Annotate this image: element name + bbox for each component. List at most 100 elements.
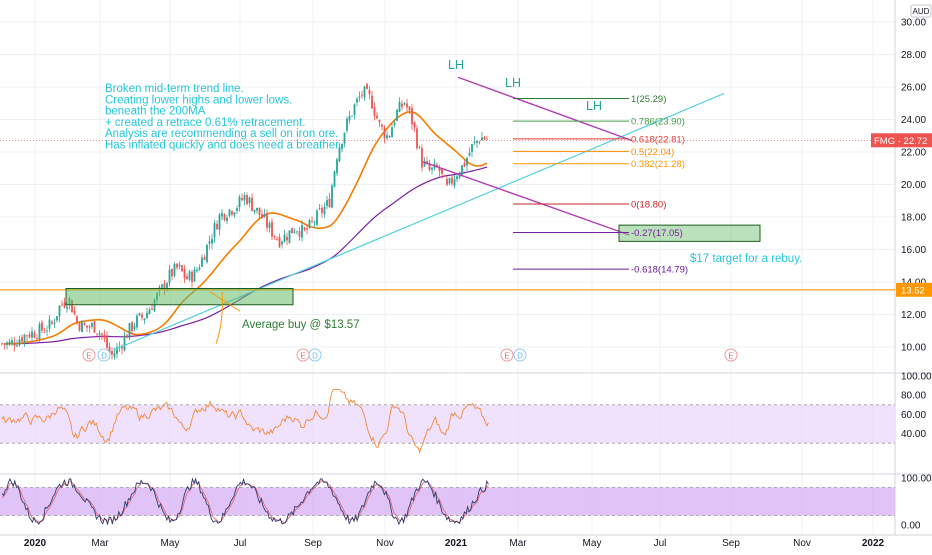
- candle-body: [418, 147, 421, 148]
- candle-body: [218, 214, 221, 231]
- stoch-band: [0, 487, 895, 516]
- fib-level-label: 0.382(21.28): [631, 159, 685, 170]
- time-axis-tick: Nov: [376, 538, 394, 549]
- candle-body: [423, 161, 426, 167]
- dividend-event-icon[interactable]: [513, 348, 527, 362]
- candle-body: [451, 177, 453, 184]
- candle-body: [248, 197, 251, 204]
- candle-body: [356, 98, 358, 103]
- candle-body: [238, 196, 241, 208]
- candle-body: [73, 310, 76, 315]
- candle-body: [16, 345, 18, 347]
- candle-body: [388, 136, 391, 138]
- candle-body: [91, 323, 93, 327]
- candle-body: [266, 214, 268, 228]
- candle-body: [413, 122, 416, 128]
- candle-body: [468, 152, 471, 156]
- support-tag-text: 13.52: [901, 285, 925, 296]
- channel-lower-line[interactable]: [422, 161, 630, 236]
- candle-body: [126, 335, 128, 338]
- candle-body: [98, 333, 101, 335]
- candle-body: [136, 315, 138, 328]
- candle-body: [401, 103, 403, 107]
- candle-body: [38, 324, 41, 340]
- candle-body: [6, 342, 8, 346]
- channel-upper-line[interactable]: [457, 76, 633, 142]
- candle-body: [228, 209, 231, 216]
- earnings-event-icon[interactable]: [724, 348, 738, 362]
- candle-body: [121, 347, 123, 349]
- analysis-note-line: beneath the 200MA: [105, 106, 206, 118]
- candle-body: [33, 332, 36, 338]
- price-axis-tick: 16.00: [901, 245, 926, 256]
- candle-body: [336, 159, 338, 174]
- candle-body: [353, 104, 356, 116]
- candle-body: [13, 342, 16, 346]
- stoch-axis-tick: 0.00: [901, 521, 921, 532]
- event-marker-label: E: [728, 352, 733, 361]
- candle-body: [351, 115, 353, 117]
- candle-body: [183, 269, 186, 278]
- candle-body: [168, 269, 171, 283]
- candle-body: [446, 178, 448, 185]
- candle-body: [461, 165, 463, 176]
- candle-body: [173, 264, 176, 276]
- time-axis-tick: May: [161, 538, 180, 549]
- candle-body: [108, 346, 111, 354]
- candle-body: [443, 175, 446, 177]
- time-axis-tick: 2020: [24, 538, 47, 549]
- earnings-event-icon[interactable]: [82, 348, 96, 362]
- rsi-axis-tick: 80.00: [901, 391, 926, 402]
- candle-body: [146, 312, 148, 319]
- fib-level-label: 1(25.29): [631, 94, 666, 105]
- trend-line[interactable]: [112, 92, 725, 351]
- candle-body: [281, 241, 283, 245]
- candle-body: [261, 213, 263, 219]
- price-axis-tick: 26.00: [901, 83, 926, 94]
- candle-body: [466, 158, 468, 166]
- candle-body: [18, 339, 21, 345]
- candle-body: [313, 222, 316, 224]
- last-price-tag[interactable]: [871, 133, 932, 148]
- candle-body: [438, 167, 441, 172]
- candle-body: [1, 343, 3, 345]
- candle-body: [268, 223, 271, 229]
- earnings-event-icon[interactable]: [500, 348, 514, 362]
- currency-badge[interactable]: [910, 4, 932, 18]
- rsi-band: [0, 404, 895, 444]
- candle-body: [53, 322, 56, 324]
- analysis-note-line: Has inflated quickly and does need a bre…: [105, 140, 342, 152]
- rsi-axis-tick: 60.00: [901, 410, 926, 421]
- candle-body: [101, 333, 103, 335]
- analysis-note-line: Creating lower highs and lower lows.: [105, 94, 292, 106]
- candle-body: [376, 115, 378, 119]
- dividend-event-icon[interactable]: [97, 348, 111, 362]
- average-buy-zone[interactable]: [65, 288, 294, 306]
- candle-body: [373, 106, 376, 116]
- price-axis-tick: 30.00: [901, 18, 926, 29]
- lower-high-label: LH: [505, 76, 521, 90]
- price-axis-tick: 20.00: [901, 180, 926, 191]
- event-marker-label: D: [312, 352, 318, 361]
- candle-body: [43, 331, 46, 333]
- candle-body: [293, 231, 296, 233]
- candle-body: [206, 244, 208, 262]
- candle-body: [36, 338, 38, 340]
- dividend-event-icon[interactable]: [308, 348, 322, 362]
- time-axis-tick: 2021: [445, 538, 468, 549]
- candle-body: [196, 269, 198, 272]
- candle-body: [458, 173, 461, 178]
- candle-body: [26, 335, 28, 337]
- candle-body: [276, 239, 278, 240]
- candle-body: [176, 263, 178, 268]
- candle-body: [303, 227, 306, 230]
- support-tag[interactable]: [896, 282, 932, 297]
- candle-body: [421, 148, 423, 168]
- candle-body: [83, 323, 86, 326]
- candle-body: [478, 141, 481, 143]
- candle-body: [123, 335, 126, 351]
- target-zone[interactable]: [618, 224, 761, 242]
- candle-body: [113, 353, 116, 357]
- time-axis-tick: Jul: [654, 538, 667, 549]
